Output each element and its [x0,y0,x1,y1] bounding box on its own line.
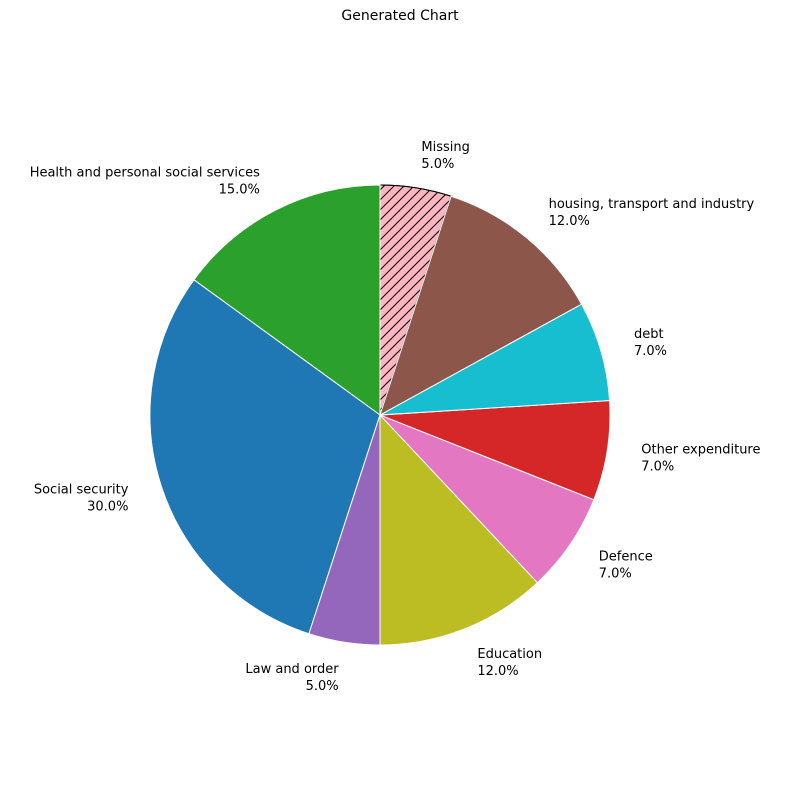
slice-label-health-and-personal-social-services: Health and personal social services 15.0% [30,165,260,197]
slice-label-name: Health and personal social services [30,165,260,180]
pie-slice-education [379,413,539,646]
slice-label-housing-transport-and-industry: housing, transport and industry 12.0% [549,197,755,229]
slice-label-name: Missing [421,140,469,155]
pie-slice-other-expenditure [379,400,611,501]
slice-label-pct: 30.0% [87,500,128,515]
chart-title: Generated Chart [341,8,459,24]
slice-label-name: Law and order [245,662,339,677]
slice-label-pct: 7.0% [634,344,667,359]
pie-slice-defence [379,414,595,584]
slice-label-other-expenditure: Other expenditure 7.0% [641,442,760,474]
slice-label-pct: 12.0% [477,664,518,679]
slice-label-law-and-order: Law and order 5.0% [245,662,339,694]
slice-label-debt: debt 7.0% [634,327,667,359]
pie-slice-debt [379,303,611,416]
slice-label-defence: Defence 7.0% [599,550,653,582]
slice-label-name: Defence [599,550,653,565]
slice-label-pct: 5.0% [421,157,454,172]
slice-label-social-security: Social security 30.0% [34,483,129,515]
slice-label-name: Social security [34,483,129,498]
slice-label-pct: 15.0% [219,182,260,197]
slice-label-pct: 7.0% [641,459,674,474]
slice-label-pct: 7.0% [599,567,632,582]
slice-label-missing: Missing 5.0% [421,140,469,172]
pie-slice-housing-transport-and-industry [379,195,583,417]
slice-label-pct: 5.0% [306,679,339,694]
slice-label-name: debt [634,327,664,342]
slice-label-name: Other expenditure [641,442,760,457]
slice-label-name: housing, transport and industry [549,197,755,212]
pie-slice-social-security [149,279,381,635]
slice-label-education: Education 12.0% [477,647,542,679]
pie-slice-health-and-personal-social-services [193,184,381,416]
slice-label-name: Education [477,647,542,662]
slice-label-pct: 12.0% [549,214,590,229]
